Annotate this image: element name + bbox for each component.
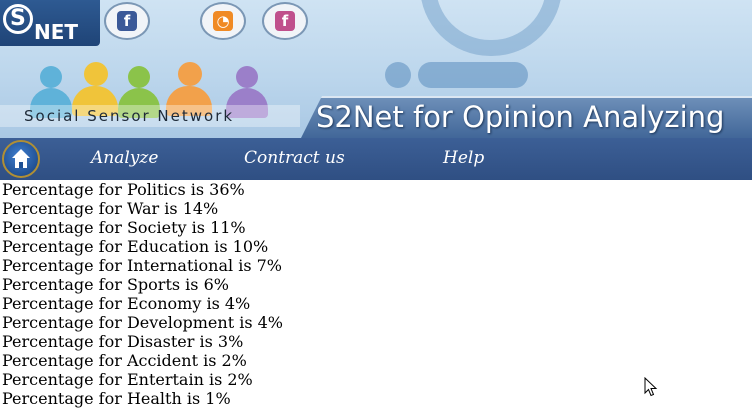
logo-text: NET — [34, 20, 79, 44]
logo-mark: S — [10, 6, 26, 31]
result-line: Percentage for Sports is 6% — [2, 275, 229, 294]
main-nav: Analyze Contract us Help — [0, 138, 752, 180]
home-icon — [12, 149, 30, 158]
result-line: Percentage for International is 7% — [2, 256, 282, 275]
result-line: Percentage for Health is 1% — [2, 389, 231, 408]
nav-analyze[interactable]: Analyze — [91, 148, 159, 168]
site-banner: S NET f ◔ f Social Sensor Network S2Net … — [0, 0, 752, 138]
banner-decoration — [418, 62, 528, 88]
mouse-cursor-icon — [644, 377, 658, 397]
facebook-icon: f — [275, 11, 295, 31]
site-logo[interactable]: S NET — [0, 0, 100, 46]
banner-decoration — [385, 62, 411, 88]
result-line: Percentage for Disaster is 3% — [2, 332, 244, 351]
result-line: Percentage for Entertain is 2% — [2, 370, 253, 389]
page-title: S2Net for Opinion Analyzing — [316, 100, 725, 134]
speech-bubble: f — [104, 2, 150, 40]
network-name-strip — [0, 105, 300, 127]
result-line: Percentage for Economy is 4% — [2, 294, 251, 313]
nav-contract-us[interactable]: Contract us — [244, 148, 345, 168]
result-line: Percentage for War is 14% — [2, 199, 219, 218]
speech-bubble: f — [262, 2, 308, 40]
results-list: Percentage for Politics is 36% Percentag… — [2, 180, 283, 408]
speech-bubble: ◔ — [200, 2, 246, 40]
result-line: Percentage for Accident is 2% — [2, 351, 247, 370]
result-line: Percentage for Education is 10% — [2, 237, 269, 256]
result-line: Percentage for Society is 11% — [2, 218, 246, 237]
banner-decoration — [420, 0, 562, 56]
facebook-icon: f — [117, 11, 137, 31]
result-line: Percentage for Politics is 36% — [2, 180, 245, 199]
network-name: Social Sensor Network — [24, 107, 235, 125]
logo-ring — [3, 4, 33, 34]
nav-help[interactable]: Help — [443, 148, 485, 168]
home-icon-door — [19, 162, 23, 168]
rss-icon: ◔ — [213, 11, 233, 31]
result-line: Percentage for Development is 4% — [2, 313, 284, 332]
title-band — [300, 96, 752, 138]
home-button[interactable] — [2, 140, 40, 178]
